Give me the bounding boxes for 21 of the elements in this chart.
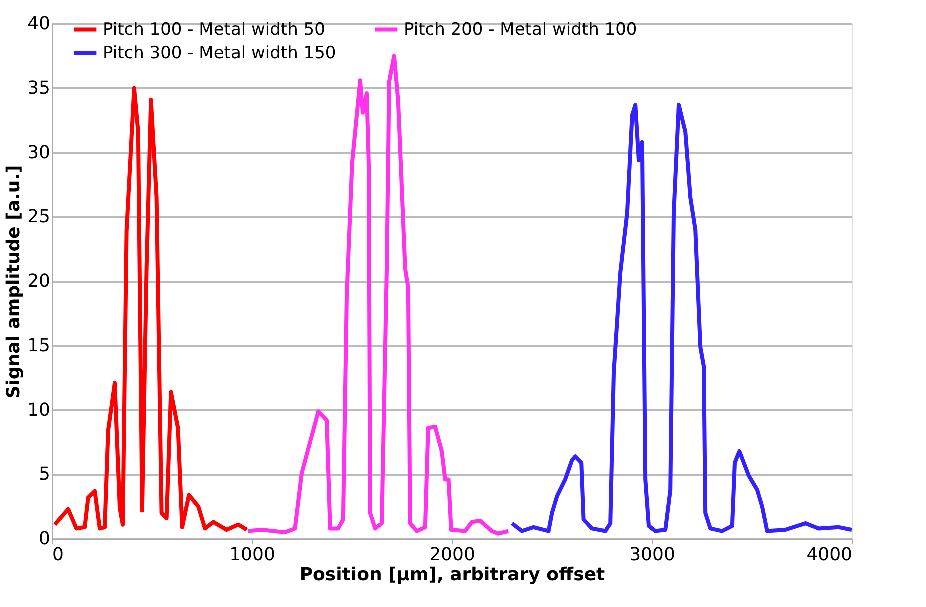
y-tick-label: 20 (28, 271, 50, 292)
line-series (53, 86, 249, 532)
legend-label: Pitch 300 - Metal width 150 (103, 44, 336, 64)
y-tick-label: 25 (28, 206, 50, 228)
y-tick-label: 35 (28, 78, 50, 99)
y-tick-label: 0 (39, 528, 50, 550)
y-tick-label: 30 (28, 142, 50, 164)
x-tick-label: 2000 (430, 544, 476, 566)
x-axis-title: Position [µm], arbitrary offset (300, 564, 606, 586)
x-tick-label: 1000 (230, 544, 276, 566)
x-tick-label: 3000 (630, 544, 676, 566)
x-tick-label: 0 (52, 544, 64, 566)
y-tick-label: 15 (28, 335, 50, 356)
legend-label: Pitch 100 - Metal width 50 (103, 20, 326, 40)
line-series (510, 103, 852, 534)
y-tick-label: 40 (28, 14, 50, 34)
x-tick-label: 4000 (806, 544, 852, 566)
legend-label: Pitch 200 - Metal width 100 (404, 20, 638, 40)
y-tick-label: 10 (28, 400, 50, 421)
y-axis-title: Signal amplitude [a.u.] (4, 165, 25, 399)
y-tick-label: 5 (39, 464, 50, 486)
